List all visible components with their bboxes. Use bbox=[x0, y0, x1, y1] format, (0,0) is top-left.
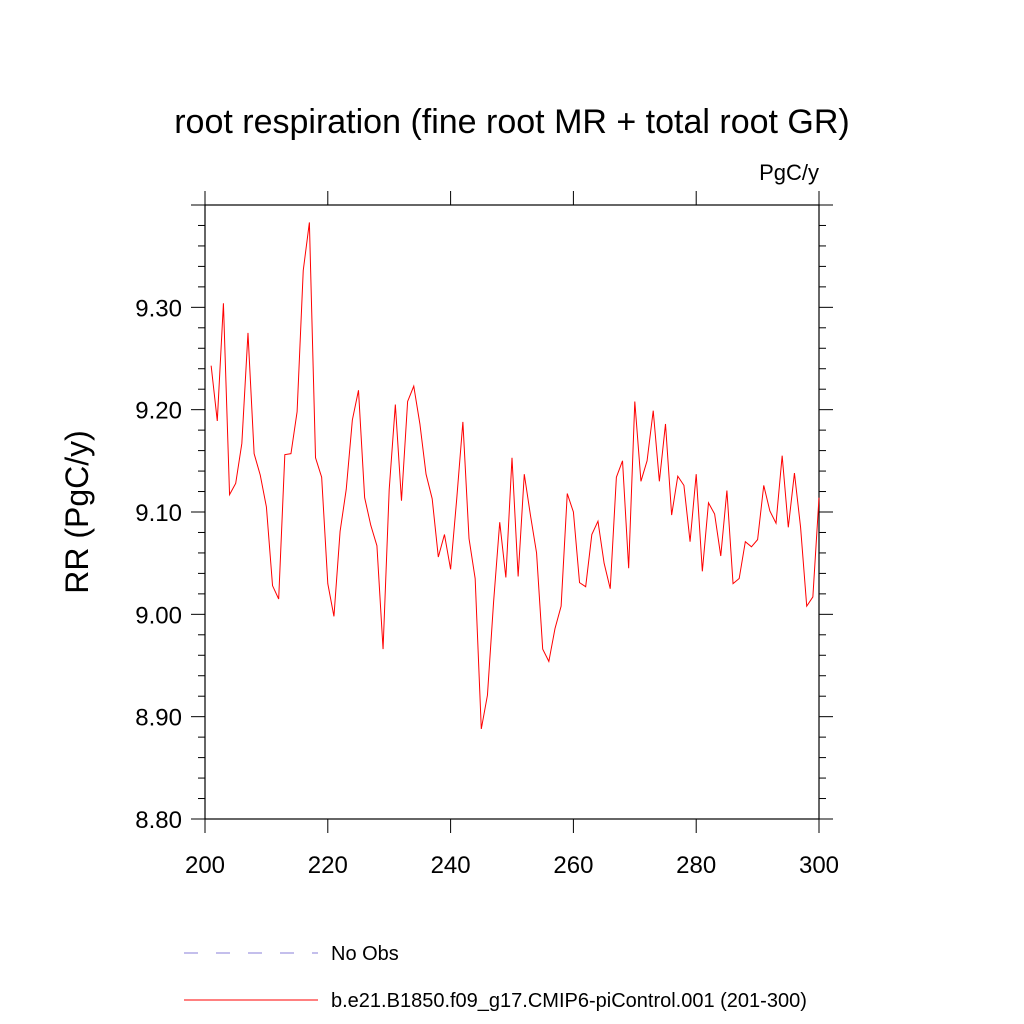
y-tick-label: 9.00 bbox=[135, 602, 182, 629]
x-tick-label: 220 bbox=[308, 852, 348, 879]
plot-frame bbox=[204, 204, 820, 820]
y-tick-label: 9.10 bbox=[135, 500, 182, 527]
y-tick-label: 8.80 bbox=[135, 807, 182, 834]
x-tick-label: 260 bbox=[553, 852, 593, 879]
y-axis-label: RR (PgC/y) bbox=[59, 430, 95, 594]
units-label: PgC/y bbox=[759, 160, 819, 185]
x-tick-label: 280 bbox=[676, 852, 716, 879]
x-tick-label: 200 bbox=[185, 852, 225, 879]
legend-label: No Obs bbox=[331, 943, 399, 965]
legend-label: b.e21.B1850.f09_g17.CMIP6-piControl.001 … bbox=[331, 990, 807, 1012]
x-tick-label: 300 bbox=[799, 852, 839, 879]
y-tick-label: 9.20 bbox=[135, 398, 182, 425]
chart-title: root respiration (fine root MR + total r… bbox=[174, 103, 850, 141]
axes: 200 220 240 260 280 300 8.80 8.90 9.00 9.10 9.20 9.… bbox=[135, 191, 839, 879]
series-layer bbox=[210, 222, 820, 730]
legend: No Obs b.e21.B1850.f09_g17.CMIP6-piContro… bbox=[184, 943, 807, 1012]
y-tick-label: 8.90 bbox=[135, 705, 182, 732]
y-tick-label: 9.30 bbox=[135, 295, 182, 322]
x-tick-label: 240 bbox=[431, 852, 471, 879]
series-line bbox=[210, 222, 820, 730]
